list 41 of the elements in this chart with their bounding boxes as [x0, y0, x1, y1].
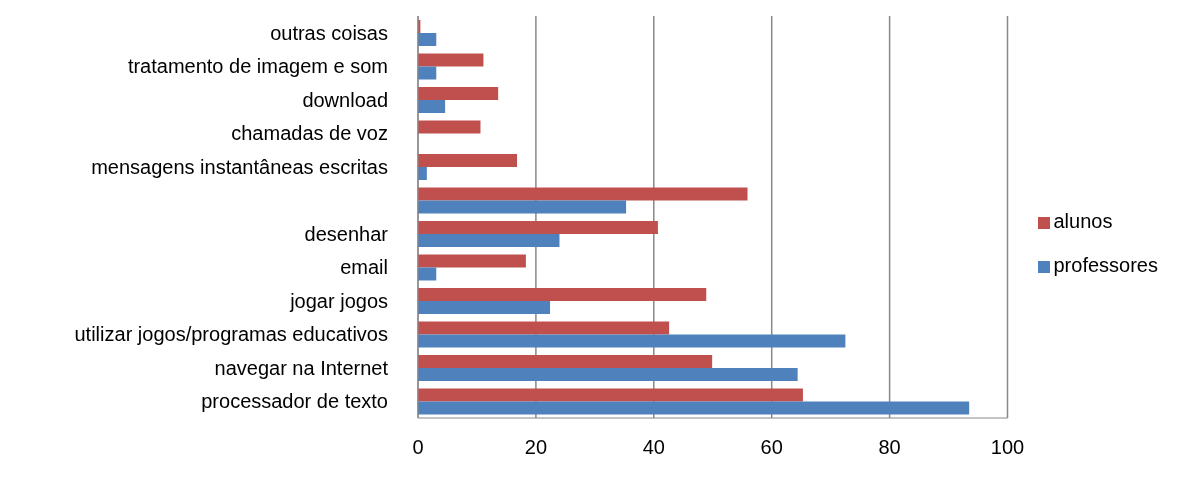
x-tick-label: 0 [412, 436, 424, 459]
bar [418, 200, 627, 214]
y-tick-label: outras coisas [270, 21, 388, 44]
bar [418, 368, 798, 381]
bar [418, 33, 437, 46]
bar [418, 355, 713, 368]
bar [418, 388, 803, 402]
bar [418, 321, 670, 335]
bar [418, 288, 707, 301]
y-tick-label: download [302, 88, 388, 111]
y-tick-label: jogar jogos [289, 289, 388, 312]
y-tick-label: chamadas de voz [231, 122, 388, 145]
y-tick-label: desenhar [304, 222, 389, 245]
x-tick-label: 20 [524, 436, 548, 459]
legend-label: professores [1053, 254, 1158, 276]
x-tick-label: 40 [642, 436, 665, 459]
bar [418, 301, 551, 314]
bar [418, 334, 846, 348]
bar [418, 234, 560, 247]
bar [418, 167, 427, 180]
bar [418, 267, 437, 281]
bar [418, 87, 499, 100]
bar [418, 100, 446, 113]
y-tick-label: tratamento de imagem e som [127, 55, 388, 78]
bar [418, 254, 526, 268]
bar [418, 120, 481, 134]
bar [418, 154, 518, 167]
bar [418, 66, 437, 80]
legend-label: alunos [1053, 210, 1113, 232]
bar [418, 187, 748, 201]
bar [418, 53, 484, 67]
x-tick-label: 60 [760, 436, 783, 459]
y-tick-label: utilizar jogos/programas educativos [74, 323, 388, 346]
y-tick-label: mensagens instantâneas escritas [91, 155, 388, 178]
y-tick-label: navegar na Internet [214, 356, 389, 379]
bar [418, 221, 658, 234]
x-tick-label: 80 [878, 436, 901, 459]
y-tick-label: email [340, 256, 388, 279]
x-tick-label: 100 [990, 436, 1025, 459]
y-tick-label: processador de texto [201, 390, 388, 413]
bar [418, 401, 970, 415]
